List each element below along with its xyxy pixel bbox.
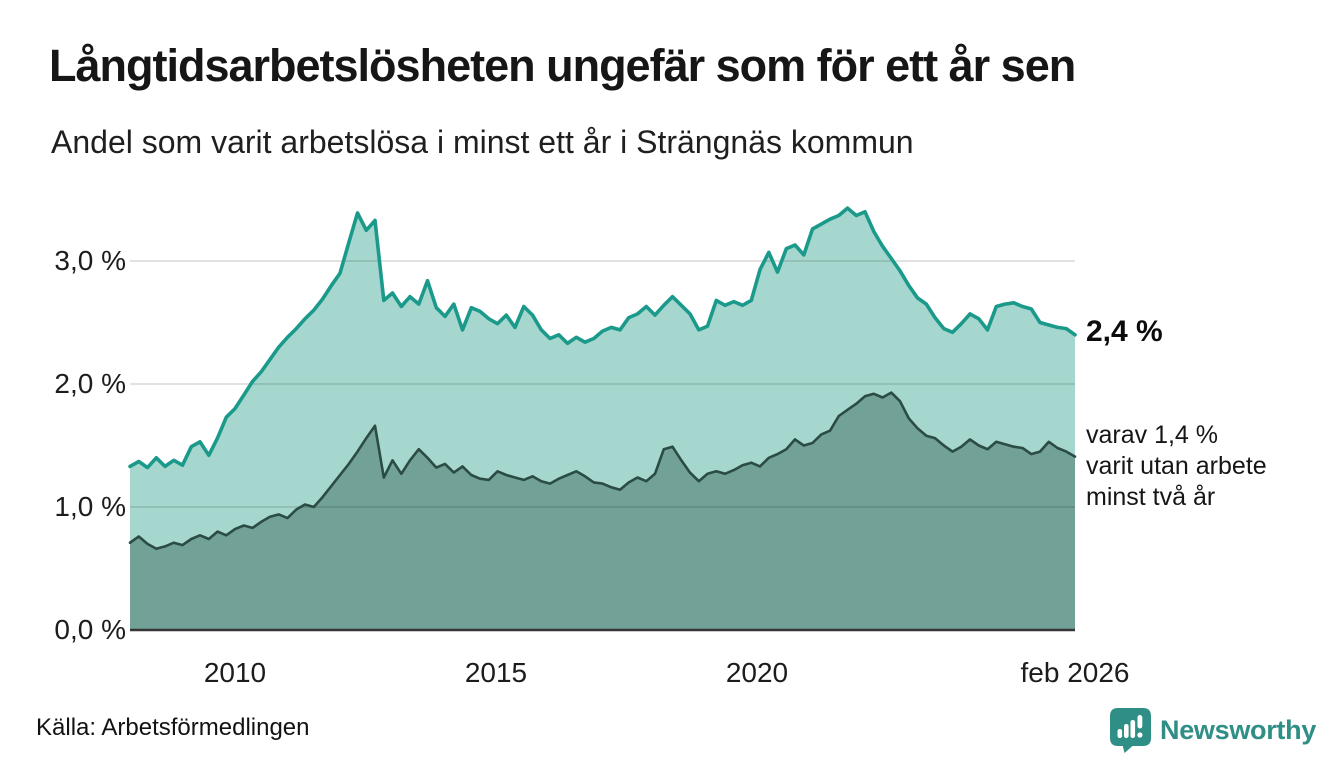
latest-value-label: 2,4 % — [1086, 315, 1163, 348]
y-axis-tick-label: 2,0 % — [54, 368, 126, 399]
x-axis-tick-label: 2020 — [725, 657, 789, 688]
chart-subtitle: Andel som varit arbetslösa i minst ett å… — [51, 124, 914, 160]
chart-title: Långtidsarbetslösheten ungefär som för e… — [49, 40, 1076, 91]
note-line: varav 1,4 % — [1086, 421, 1219, 449]
source-note: Källa: Arbetsförmedlingen — [36, 714, 310, 741]
y-axis-tick-label: 1,0 % — [54, 491, 126, 522]
x-axis-tick-label: feb 2026 — [1020, 657, 1130, 688]
secondary-series-note: varav 1,4 % varit utan arbete minst två … — [1086, 420, 1267, 513]
brand-name: Newsworthy — [1160, 715, 1317, 745]
y-axis-tick-label: 0,0 % — [54, 614, 126, 645]
brand-logo: Newsworthy — [1110, 708, 1316, 753]
note-line: varit utan arbete — [1086, 452, 1267, 480]
x-axis-tick-label: 2015 — [464, 657, 528, 688]
x-axis-tick-label: 2010 — [203, 657, 267, 688]
note-line: minst två år — [1086, 483, 1216, 511]
y-axis-tick-label: 3,0 % — [54, 245, 126, 276]
newsworthy-pin-icon — [1110, 708, 1151, 753]
